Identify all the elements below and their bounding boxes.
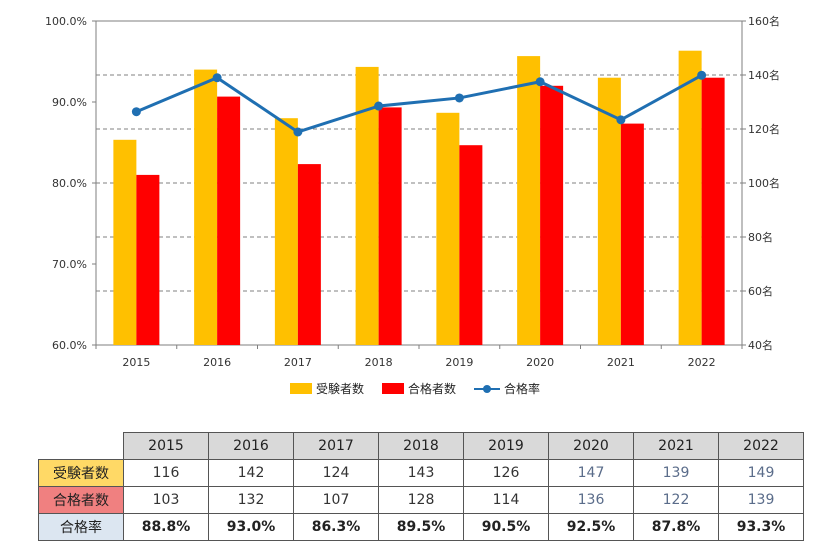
table-cell: 143	[378, 459, 464, 487]
data-table: 2015 2016 2017 2018 2019 2020 2021 2022 …	[38, 432, 804, 541]
table-corner	[39, 433, 124, 460]
bar-passers	[540, 85, 564, 346]
table-header: 2018	[378, 432, 464, 460]
pass-rate-point	[374, 101, 384, 111]
table-cell: 103	[123, 486, 209, 514]
table-cell: 87.8%	[633, 513, 719, 541]
table-header: 2015	[123, 432, 209, 460]
bar-passers	[701, 77, 725, 345]
x-axis-tick-label: 2016	[203, 356, 231, 369]
x-axis-tick-label: 2018	[365, 356, 393, 369]
table-cell: 88.8%	[123, 513, 209, 541]
x-axis-tick-label: 2015	[122, 356, 150, 369]
table-cell: 107	[293, 486, 379, 514]
table-cell: 92.5%	[548, 513, 634, 541]
left-axis-tick-label: 80.0%	[52, 177, 87, 190]
row-label-applicants: 受験者数	[38, 459, 124, 487]
table-cell: 124	[293, 459, 379, 487]
pass-rate-point	[535, 77, 545, 87]
right-axis-tick-label: 140名	[748, 68, 780, 82]
bar-applicants	[274, 118, 298, 345]
bar-applicants	[678, 50, 702, 345]
table-header: 2022	[718, 432, 804, 460]
table-row: 合格者数 103 132 107 128 114 136 122 139	[38, 486, 804, 514]
bar-applicants	[517, 56, 541, 345]
table-header: 2019	[463, 432, 549, 460]
bar-passers	[459, 145, 483, 345]
table-header: 2016	[208, 432, 294, 460]
pass-rate-point	[697, 70, 707, 80]
x-axis-tick-label: 2022	[688, 356, 716, 369]
bar-applicants	[355, 66, 379, 346]
bar-passers	[217, 96, 241, 345]
legend-swatch-applicants	[290, 383, 312, 394]
bar-passers	[378, 107, 402, 346]
left-axis-tick-label: 90.0%	[52, 96, 87, 109]
legend-item-passers: 合格者数	[382, 380, 456, 397]
legend-item-applicants: 受験者数	[290, 380, 364, 397]
table-cell: 132	[208, 486, 294, 514]
table-cell: 122	[633, 486, 719, 514]
legend-label-rate: 合格率	[504, 382, 541, 396]
table-cell: 136	[548, 486, 634, 514]
chart-legend: 受験者数 合格者数 合格率	[290, 380, 540, 397]
bar-passers	[136, 174, 160, 345]
right-axis-tick-label: 40名	[748, 338, 773, 352]
table-cell: 114	[463, 486, 549, 514]
table-cell: 93.0%	[208, 513, 294, 541]
x-axis-tick-label: 2021	[607, 356, 635, 369]
bar-applicants	[597, 77, 621, 345]
table-cell: 128	[378, 486, 464, 514]
table-header: 2017	[293, 432, 379, 460]
table-cell: 139	[718, 486, 804, 514]
pass-rate-point	[454, 93, 464, 103]
pass-rate-point	[131, 107, 141, 117]
legend-item-rate: 合格率	[474, 380, 540, 397]
pass-rate-point	[616, 115, 626, 125]
bar-passers	[620, 123, 644, 345]
right-axis-tick-label: 80名	[748, 230, 773, 244]
bar-passers	[297, 164, 321, 345]
left-axis-tick-label: 100.0%	[45, 15, 87, 28]
table-cell: 149	[718, 459, 804, 487]
table-header: 2021	[633, 432, 719, 460]
table-cell: 89.5%	[378, 513, 464, 541]
legend-label-passers: 合格者数	[408, 382, 457, 396]
right-axis-tick-label: 100名	[748, 176, 780, 190]
table-cell: 139	[633, 459, 719, 487]
right-axis-tick-label: 120名	[748, 122, 780, 136]
right-axis-tick-label: 60名	[748, 284, 773, 298]
row-label-passers: 合格者数	[38, 486, 124, 514]
left-axis-tick-label: 70.0%	[52, 258, 87, 271]
table-header-row: 2015 2016 2017 2018 2019 2020 2021 2022	[39, 432, 804, 460]
pass-rate-point	[293, 127, 303, 137]
x-axis-tick-label: 2017	[284, 356, 312, 369]
table-row: 合格率 88.8% 93.0% 86.3% 89.5% 90.5% 92.5% …	[38, 513, 804, 541]
table-row: 受験者数 116 142 124 143 126 147 139 149	[38, 459, 804, 487]
legend-swatch-passers	[382, 383, 405, 394]
table-cell: 93.3%	[718, 513, 804, 541]
table-cell: 126	[463, 459, 549, 487]
table-header: 2020	[548, 432, 634, 460]
row-label-rate: 合格率	[38, 513, 124, 541]
table-cell: 147	[548, 459, 634, 487]
combo-chart: 60.0% 70.0% 80.0% 90.0% 100.0% 40名 60名 80名 100名 1…	[45, 14, 780, 369]
table-cell: 86.3%	[293, 513, 379, 541]
right-axis-tick-label: 160名	[748, 14, 780, 28]
bar-applicants	[194, 69, 218, 345]
x-axis-tick-label: 2019	[445, 356, 473, 369]
x-axis-tick-label: 2020	[526, 356, 554, 369]
pass-rate-point	[212, 73, 222, 83]
table-cell: 142	[208, 459, 294, 487]
legend-label-applicants: 受験者数	[316, 382, 365, 396]
bar-applicants	[113, 139, 137, 345]
bar-applicants	[436, 112, 460, 345]
left-axis-tick-label: 60.0%	[52, 339, 87, 352]
pass-rate-line	[135, 73, 703, 134]
legend-swatch-rate	[474, 383, 501, 395]
table-cell: 116	[123, 459, 209, 487]
table-cell: 90.5%	[463, 513, 549, 541]
